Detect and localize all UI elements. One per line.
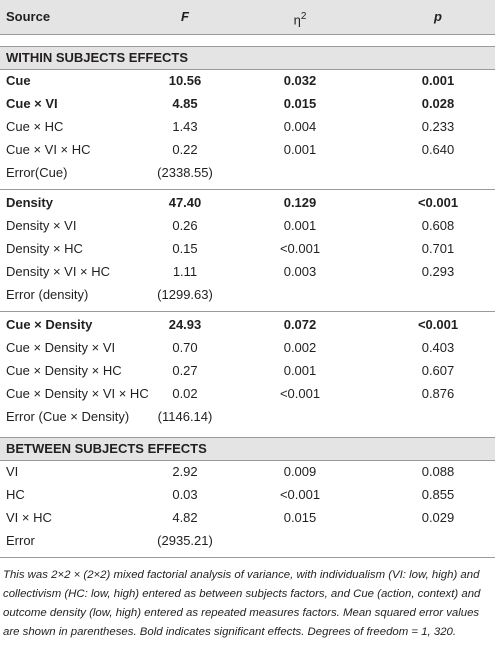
row-label: Cue × VI xyxy=(6,96,58,111)
section-bar xyxy=(0,437,495,460)
section-rule xyxy=(0,460,495,461)
cell-value: 0.004 xyxy=(283,119,317,134)
cell-value: 0.088 xyxy=(421,464,455,479)
cell-value: <0.001 xyxy=(279,386,321,401)
section-rule xyxy=(0,437,495,438)
section-rule xyxy=(0,46,495,47)
eta-sup: 2 xyxy=(300,11,307,22)
cell-value: 0.876 xyxy=(421,386,455,401)
cell-value: 0.001 xyxy=(283,363,317,378)
header-p: p xyxy=(434,9,442,24)
row-label: Cue × Density × VI × HC xyxy=(6,386,149,401)
table-bottom-rule xyxy=(0,557,495,558)
footnote: This was 2×2 × (2×2) mixed factorial ana… xyxy=(3,569,481,638)
row-label: Cue × Density xyxy=(6,317,93,332)
cell-value: 0.015 xyxy=(283,96,317,111)
cell-value: 0.002 xyxy=(283,340,317,355)
cell-value: 0.855 xyxy=(421,487,455,502)
cell-value: 2.92 xyxy=(172,464,198,479)
cell-value: (1299.63) xyxy=(157,287,213,302)
group-rule xyxy=(0,311,495,312)
row-label: Error (Cue × Density) xyxy=(6,409,130,424)
section-rule xyxy=(0,69,495,70)
cell-value: 0.15 xyxy=(172,241,198,256)
cell-value: 1.43 xyxy=(172,119,198,134)
cell-value: 0.607 xyxy=(421,363,455,378)
cell-value: 10.56 xyxy=(168,73,202,88)
cell-value: (1146.14) xyxy=(157,409,213,424)
cell-value: <0.001 xyxy=(417,317,459,332)
cell-value: 0.26 xyxy=(172,218,198,233)
cell-value: <0.001 xyxy=(279,241,321,256)
cell-value: 0.70 xyxy=(172,340,198,355)
row-label: Cue × Density × VI xyxy=(6,340,116,355)
cell-value: 1.11 xyxy=(172,264,198,279)
cell-value: 0.02 xyxy=(172,386,198,401)
cell-value: 0.27 xyxy=(172,363,198,378)
header-bar xyxy=(0,0,495,34)
header-rule xyxy=(0,34,495,35)
header-eta: η2 xyxy=(240,5,360,28)
row-label: Cue × VI × HC xyxy=(6,142,91,157)
cell-value: <0.001 xyxy=(417,195,459,210)
cell-value: 0.028 xyxy=(421,96,455,111)
row-label: Density xyxy=(6,195,53,210)
cell-value: 0.701 xyxy=(421,241,455,256)
row-label: Density × VI xyxy=(6,218,77,233)
cell-value: 4.82 xyxy=(172,510,198,525)
cell-value: 0.032 xyxy=(283,73,317,88)
row-label: Density × VI × HC xyxy=(6,264,111,279)
cell-value: 47.40 xyxy=(168,195,202,210)
group-rule xyxy=(0,189,495,190)
row-label: HC xyxy=(6,487,25,502)
row-label: Error (density) xyxy=(6,287,89,302)
row-label: Error xyxy=(6,533,35,548)
row-label: Cue × Density × HC xyxy=(6,363,122,378)
header-f: F xyxy=(181,9,189,24)
cell-value: 0.001 xyxy=(283,218,317,233)
row-label: Density × HC xyxy=(6,241,83,256)
cell-value: 0.001 xyxy=(283,142,317,157)
header-source: Source xyxy=(6,9,51,24)
row-label: VI xyxy=(6,464,19,479)
cell-value: 0.608 xyxy=(421,218,455,233)
cell-value: (2338.55) xyxy=(157,165,213,180)
cell-value: 0.003 xyxy=(283,264,317,279)
cell-value: 0.001 xyxy=(421,73,455,88)
row-label: Cue xyxy=(6,73,31,88)
row-label: VI × HC xyxy=(6,510,52,525)
section-title: WITHIN SUBJECTS EFFECTS xyxy=(6,50,189,65)
cell-value: 0.293 xyxy=(421,264,455,279)
cell-value: (2935.21) xyxy=(157,533,213,548)
cell-value: 0.22 xyxy=(172,142,198,157)
cell-value: 0.029 xyxy=(421,510,455,525)
cell-value: 24.93 xyxy=(168,317,202,332)
row-label: Cue × HC xyxy=(6,119,64,134)
cell-value: 0.03 xyxy=(172,487,198,502)
cell-value: 4.85 xyxy=(172,96,198,111)
cell-value: 0.233 xyxy=(421,119,455,134)
row-label: Error(Cue) xyxy=(6,165,68,180)
section-bar xyxy=(0,46,495,69)
cell-value: 0.015 xyxy=(283,510,317,525)
cell-value: <0.001 xyxy=(279,487,321,502)
section-title: BETWEEN SUBJECTS EFFECTS xyxy=(6,441,207,456)
cell-value: 0.009 xyxy=(283,464,317,479)
cell-value: 0.640 xyxy=(421,142,455,157)
cell-value: 0.129 xyxy=(283,195,317,210)
cell-value: 0.072 xyxy=(283,317,317,332)
eta: η xyxy=(293,12,301,28)
cell-value: 0.403 xyxy=(421,340,455,355)
